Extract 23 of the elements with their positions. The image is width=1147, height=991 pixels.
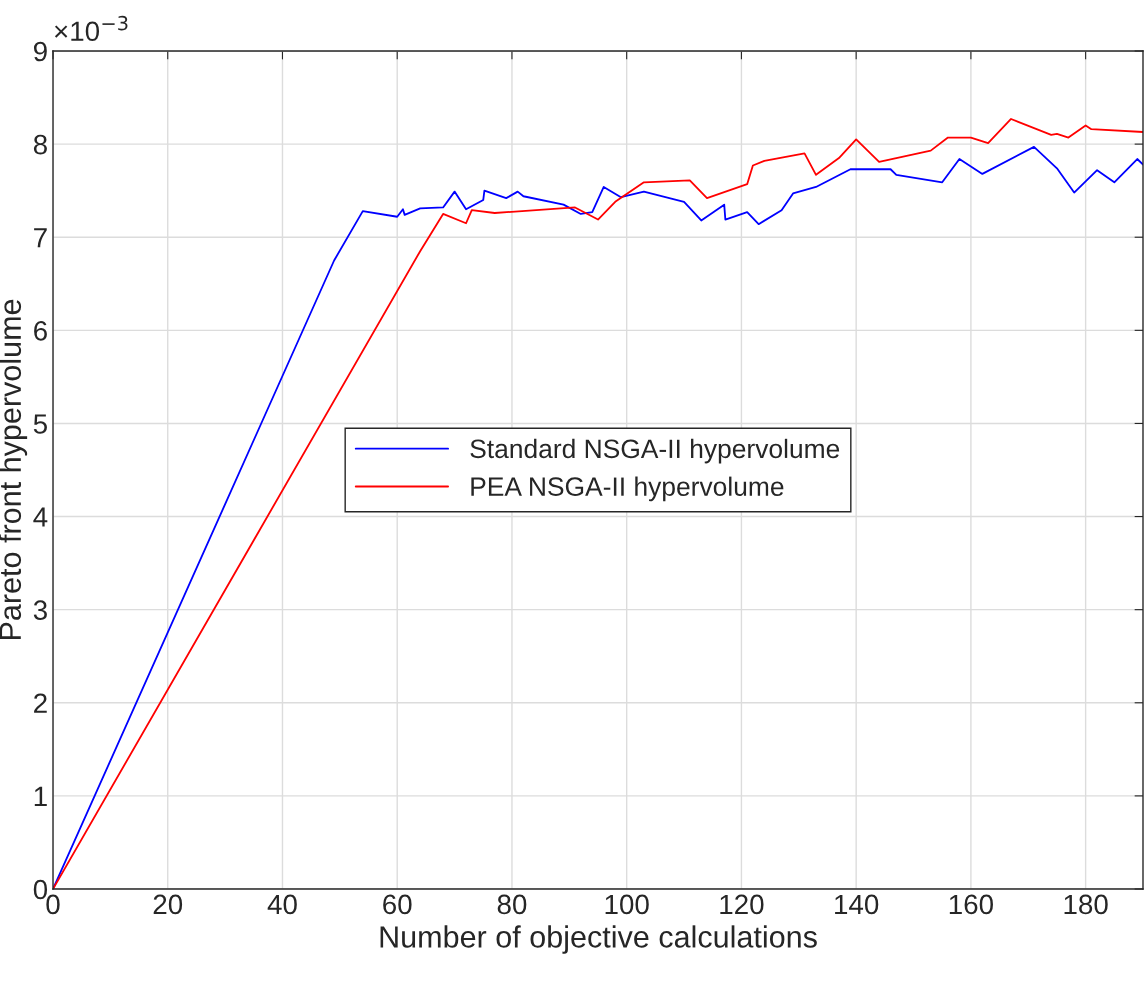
legend-label: Standard NSGA-II hypervolume bbox=[470, 438, 840, 464]
y-tick-label: 2 bbox=[34, 693, 47, 713]
y-tick-label: 6 bbox=[34, 321, 47, 341]
y-tick-label: 5 bbox=[33, 414, 47, 434]
y-tick-label: 8 bbox=[33, 134, 47, 155]
y-tick-label: 7 bbox=[34, 228, 47, 248]
x-axis-title: Number of objective calculations bbox=[380, 925, 817, 954]
y-tick-label: 9 bbox=[33, 41, 47, 62]
x-tick-label: 140 bbox=[835, 894, 879, 915]
text: ×10$^{−3}$ bbox=[54, 15, 128, 42]
y-tick-label: 1 bbox=[34, 786, 47, 806]
x-tick-label: 100 bbox=[605, 894, 649, 915]
x-tick-label: 20 bbox=[153, 894, 183, 915]
x-tick-label: 160 bbox=[949, 894, 993, 915]
y-tick-label: 4 bbox=[33, 507, 48, 527]
x-tick-label: 120 bbox=[720, 894, 764, 915]
x-tick-label: 60 bbox=[383, 894, 412, 915]
y-tick-label: 0 bbox=[33, 879, 48, 900]
y-tick-label: 3 bbox=[33, 600, 47, 621]
legend-label: PEA NSGA-II hypervolume bbox=[471, 476, 784, 502]
x-tick-label: 40 bbox=[267, 894, 297, 915]
x-tick-label: 80 bbox=[497, 894, 527, 915]
x-tick-label: 180 bbox=[1064, 894, 1108, 915]
